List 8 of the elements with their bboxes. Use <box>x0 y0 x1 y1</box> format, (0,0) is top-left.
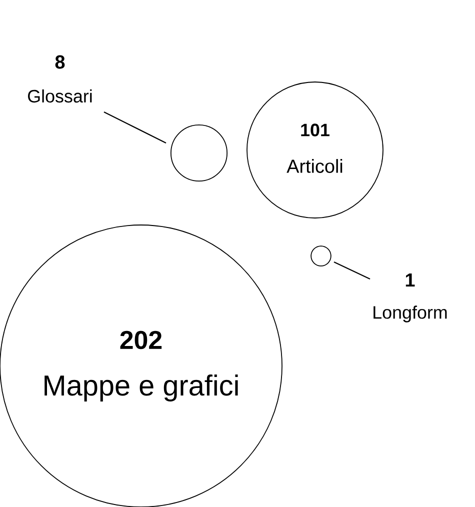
data-label: 202 <box>120 330 162 350</box>
data-label: 8 <box>55 55 65 69</box>
category-label: Mappe e grafici <box>44 374 238 402</box>
category-label: Articoli <box>286 159 342 173</box>
category-label: Glossari <box>28 89 92 103</box>
data-label: 101 <box>301 124 330 136</box>
data-label: 1 <box>406 273 415 287</box>
category-label: Longform <box>374 306 447 322</box>
